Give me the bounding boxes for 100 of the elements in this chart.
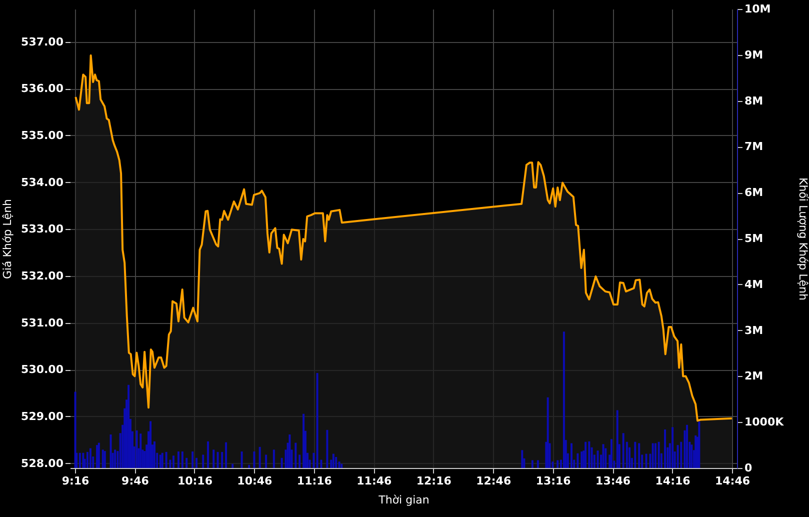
bar — [206, 441, 209, 468]
bar — [104, 451, 106, 468]
y2-tick-label: 9M — [744, 48, 764, 62]
y2-tick-label: 6M — [744, 186, 764, 200]
bar — [165, 452, 168, 468]
x-tick-label: 13:46 — [596, 474, 631, 488]
bar — [86, 452, 88, 468]
x-tick-label: 11:16 — [296, 474, 332, 488]
bar — [576, 453, 579, 468]
bar — [536, 460, 539, 468]
y-tick-label: 537.00 — [21, 35, 64, 48]
bar — [298, 454, 301, 468]
bar — [248, 464, 250, 468]
bar — [690, 444, 693, 468]
bar — [82, 452, 84, 468]
x-tick-label: 11:46 — [356, 474, 392, 488]
bar — [676, 445, 679, 468]
bar — [172, 456, 174, 468]
bar — [638, 443, 640, 468]
bar — [110, 434, 112, 468]
x-tick-label: 13:16 — [536, 474, 572, 488]
bar — [604, 448, 607, 468]
bar — [294, 442, 297, 468]
bar — [584, 442, 587, 468]
bar — [216, 452, 219, 468]
y2-tick-label: 10M — [744, 2, 771, 16]
bar — [332, 454, 334, 468]
bar — [302, 414, 305, 468]
y2-tick-label: 8M — [744, 94, 764, 108]
bar — [150, 421, 152, 468]
bar — [698, 422, 700, 468]
bar — [232, 464, 234, 468]
bar — [96, 445, 98, 468]
x-tick-label: 12:46 — [476, 474, 512, 488]
bar — [562, 332, 565, 468]
bar — [280, 458, 283, 468]
y-tick-label: 532.00 — [21, 269, 64, 282]
y-tick-label: 536.00 — [21, 82, 64, 96]
y-axis-title: Giá Khớp Lệnh — [1, 198, 14, 280]
bar — [258, 446, 261, 468]
bar — [610, 439, 613, 468]
bar — [531, 460, 534, 468]
bar — [74, 392, 76, 468]
bar — [240, 451, 243, 468]
x-tick-label: 14:16 — [655, 474, 691, 488]
bar — [340, 464, 343, 468]
bar — [140, 434, 142, 468]
bar — [78, 452, 81, 468]
y-tick-label: 531.00 — [21, 316, 64, 330]
y2-tick-label: 4M — [744, 278, 764, 291]
bar — [654, 443, 656, 468]
y2-axis-title: Khối Lượng Khớp Lệnh — [796, 178, 809, 301]
y-tick-label: 535.00 — [21, 128, 64, 142]
bar — [288, 434, 291, 468]
bar — [521, 450, 524, 468]
bar — [128, 384, 130, 468]
bar — [616, 410, 618, 468]
bar — [221, 452, 224, 468]
bar — [570, 443, 572, 468]
bar — [186, 458, 188, 468]
bar — [588, 441, 590, 468]
bar — [546, 397, 549, 468]
bar — [658, 442, 660, 468]
y-tick-label: 530.00 — [21, 363, 64, 376]
bar — [596, 450, 599, 468]
bar — [664, 429, 666, 468]
y2-tick-label: 5M — [744, 232, 764, 245]
x-tick-label: 10:46 — [237, 474, 273, 488]
bar — [634, 442, 636, 468]
x-axis-title: Thời gian — [378, 494, 430, 506]
bar — [652, 443, 654, 468]
y-tick-label: 529.00 — [21, 410, 64, 423]
x-tick-label: 12:16 — [416, 474, 452, 488]
y-tick-label: 533.00 — [21, 222, 64, 236]
bar — [622, 433, 624, 468]
bar — [177, 451, 180, 468]
bar — [102, 450, 104, 468]
bar — [253, 451, 256, 468]
y-tick-label: 528.00 — [21, 456, 64, 470]
bar — [159, 454, 162, 468]
y2-tick-label: 0 — [744, 462, 752, 474]
y2-tick-label: 2M — [744, 370, 764, 383]
bar — [686, 424, 688, 468]
bar — [114, 450, 116, 468]
bar — [265, 454, 268, 468]
bar — [89, 448, 92, 468]
x-tick-label: 9:16 — [62, 474, 90, 488]
bar — [153, 441, 156, 468]
bar — [316, 372, 318, 468]
bar — [192, 451, 194, 468]
x-tick-label: 9:46 — [122, 474, 150, 488]
bar — [326, 430, 328, 468]
bar — [312, 452, 315, 468]
bar — [645, 454, 648, 468]
y2-tick-label: 7M — [744, 140, 764, 154]
bar — [602, 444, 604, 468]
y2-tick-label: 3M — [744, 324, 764, 337]
bar — [181, 451, 184, 468]
bar — [161, 452, 164, 468]
bar — [556, 460, 559, 468]
